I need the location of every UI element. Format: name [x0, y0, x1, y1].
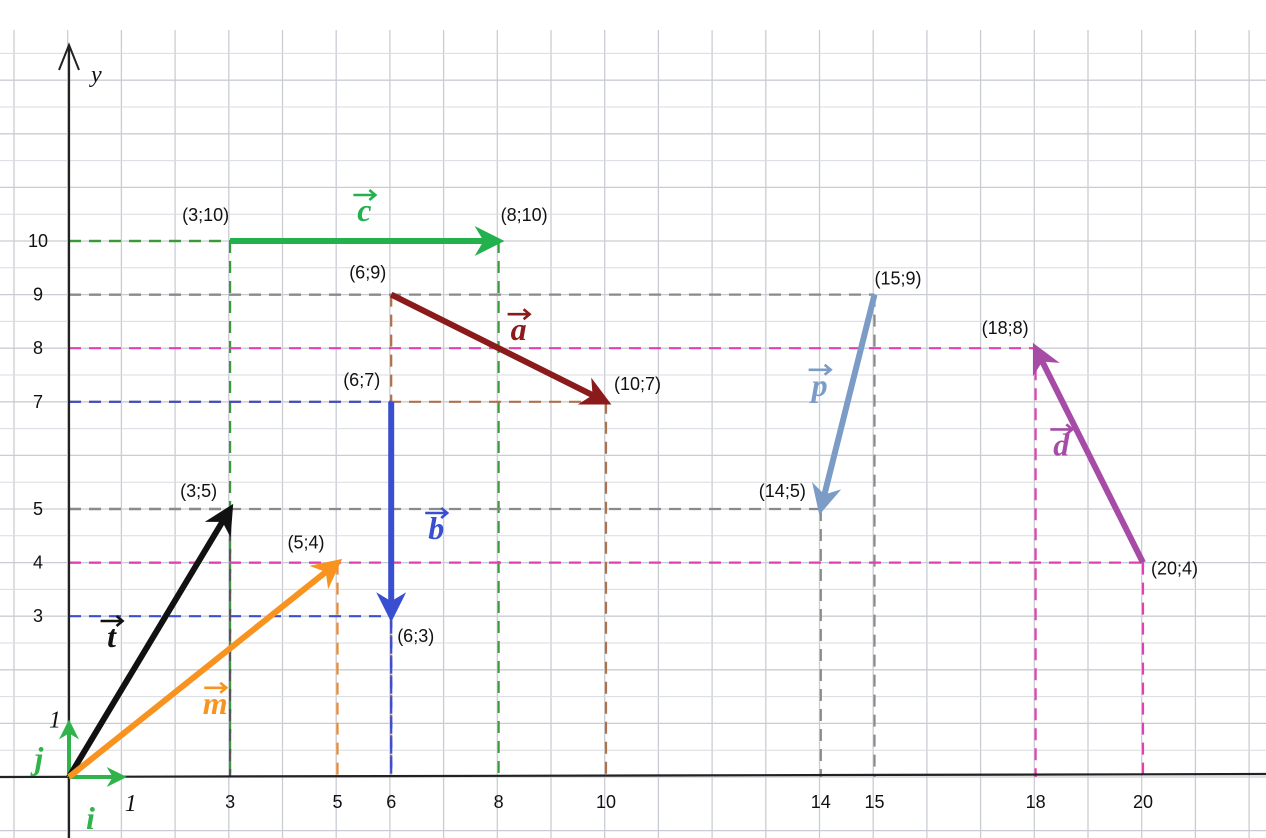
- y-tick-label: 8: [33, 338, 43, 358]
- point-label: (6;3): [397, 626, 434, 646]
- unit-vector-j-label: j: [30, 740, 44, 776]
- y-tick-label: 4: [33, 553, 43, 573]
- vector-t: [66, 503, 234, 779]
- x-tick-label: 6: [386, 792, 396, 812]
- vector-a: [389, 291, 612, 405]
- x-tick-label: 5: [332, 792, 342, 812]
- axes: [0, 42, 1266, 838]
- vector-p: [812, 293, 878, 515]
- point-label: (14;5): [759, 481, 806, 501]
- vector-p-label: p: [809, 367, 828, 403]
- point-label: (15;9): [875, 269, 922, 289]
- unit-x-label: 1: [125, 791, 137, 817]
- point-label: (10;7): [614, 374, 661, 394]
- point-label: (3;10): [182, 205, 229, 225]
- x-tick-label: 3: [225, 792, 235, 812]
- y-axis-label: y: [89, 62, 102, 88]
- y-tick-label: 10: [28, 231, 48, 251]
- point-label: (20;4): [1151, 559, 1198, 579]
- point-label: (5;4): [288, 533, 325, 553]
- vector-c-label: c: [357, 192, 371, 228]
- point-label: (6;7): [343, 370, 380, 390]
- point-label: (18;8): [982, 318, 1029, 338]
- vector-a-label: a: [511, 311, 527, 347]
- y-tick-label: 3: [33, 606, 43, 626]
- vector-t-arrow-mark: [100, 615, 125, 627]
- x-tick-label: 8: [494, 792, 504, 812]
- labels: y3 5 6 8 10 14 15 18 203457891011ijcabtmpd(3;10)…: [28, 62, 1198, 836]
- vector-t-label: t: [107, 618, 117, 654]
- y-axis-arrow: [58, 42, 80, 71]
- vector-p-arrow-mark: [808, 363, 833, 376]
- point-label: (8;10): [501, 205, 548, 225]
- vector-b-label: b: [428, 510, 444, 546]
- y-tick-label: 5: [33, 499, 43, 519]
- point-label: (3;5): [180, 481, 217, 501]
- vector-d: [1032, 342, 1146, 564]
- x-tick-label: 14: [811, 792, 831, 812]
- vector-m-arrow-mark: [204, 681, 229, 694]
- point-label: (6;9): [349, 263, 386, 283]
- vector-a-arrow-mark: [507, 308, 532, 321]
- unit-vector-i-label: i: [86, 800, 95, 836]
- x-tick-label: 15: [864, 792, 884, 812]
- unit-y-label: 1: [49, 707, 61, 733]
- vector-d-label: d: [1053, 426, 1070, 462]
- vector-m: [67, 558, 343, 780]
- vector-d-arrow-mark: [1050, 423, 1075, 436]
- vector-c-arrow-mark: [353, 189, 378, 201]
- x-tick-label: 10: [596, 792, 616, 812]
- vectors: [59, 226, 1146, 787]
- x-tick-label: 20: [1133, 792, 1153, 812]
- x-tick-label: 18: [1026, 792, 1046, 812]
- vector-b-arrow-mark: [425, 507, 450, 519]
- y-tick-label: 7: [33, 392, 43, 412]
- y-tick-label: 9: [33, 285, 43, 305]
- x-axis: [0, 772, 1266, 779]
